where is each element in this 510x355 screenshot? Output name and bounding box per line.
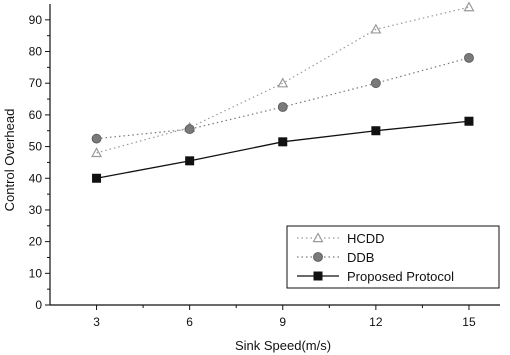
y-tick-label: 90 (29, 13, 43, 27)
data-point-hcdd (277, 77, 289, 88)
y-tick-label: 20 (29, 235, 43, 249)
data-point-proposed-protocol (185, 156, 195, 166)
legend: HCDD DDB Proposed Protocol (286, 225, 500, 289)
y-tick-label: 0 (35, 298, 42, 312)
y-tick-label: 60 (29, 108, 43, 122)
series-hcdd (91, 1, 475, 158)
axes: 0 10 20 30 40 50 60 70 80 90 3 6 9 12 15 (29, 4, 500, 329)
x-tick-label: 6 (186, 315, 193, 329)
y-tick-label: 50 (29, 140, 43, 154)
series-line-proposed-protocol (96, 120, 470, 179)
data-point-ddb (91, 133, 102, 144)
y-tick-label: 30 (29, 203, 43, 217)
x-tick-label: 9 (279, 315, 286, 329)
data-point-hcdd (370, 23, 382, 34)
x-tick-label: 3 (93, 315, 100, 329)
legend-label-hcdd: HCDD (347, 231, 385, 246)
data-point-hcdd (91, 147, 103, 158)
y-tick-label: 10 (29, 266, 43, 280)
legend-marker-ddb (313, 252, 323, 262)
y-axis-label: Control Overhead (2, 109, 17, 212)
data-point-ddb (370, 78, 381, 89)
data-point-ddb (277, 102, 288, 112)
y-tick-label: 40 (29, 171, 43, 185)
x-axis-label: Sink Speed(m/s) (235, 338, 331, 353)
data-point-proposed-protocol (92, 173, 102, 183)
y-tick-label: 70 (29, 76, 43, 90)
legend-marker-hcdd (312, 232, 324, 243)
series-line-hcdd (96, 6, 470, 154)
series-proposed-protocol (92, 116, 474, 183)
data-point-hcdd (463, 1, 475, 12)
series-layer (91, 1, 475, 183)
legend-label-proposed-protocol: Proposed Protocol (347, 269, 454, 284)
legend-marker-proposed-protocol (313, 271, 323, 281)
data-point-proposed-protocol (464, 116, 474, 126)
data-point-proposed-protocol (278, 137, 288, 147)
x-tick-label: 15 (462, 315, 476, 329)
data-point-ddb (184, 124, 195, 135)
data-point-ddb (464, 52, 474, 63)
series-ddb (91, 52, 474, 144)
data-point-proposed-protocol (371, 126, 381, 136)
x-tick-label: 12 (369, 315, 383, 329)
y-tick-label: 80 (29, 45, 43, 59)
legend-label-ddb: DDB (347, 250, 374, 265)
